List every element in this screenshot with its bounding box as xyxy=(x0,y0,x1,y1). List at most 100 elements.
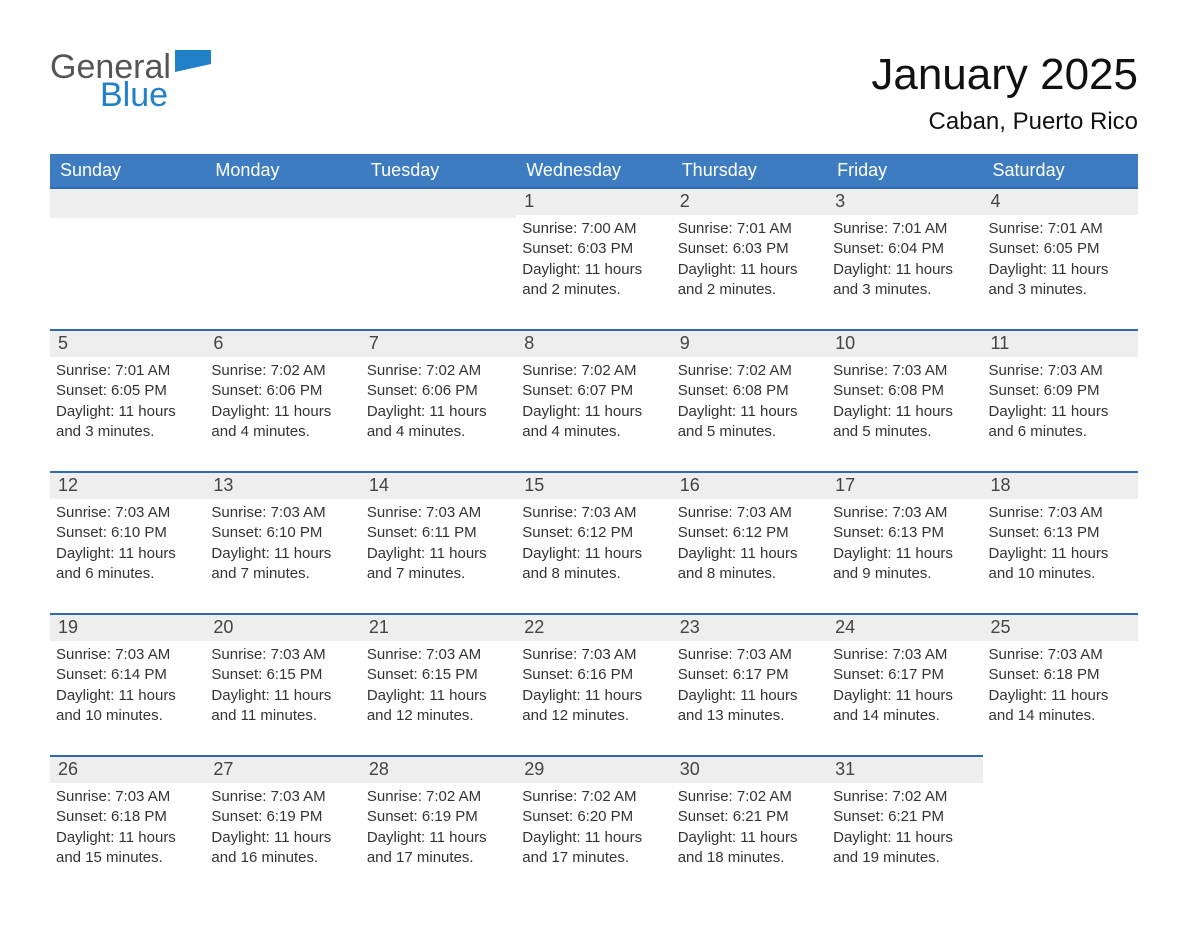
daylight-line: Daylight: 11 hours and 7 minutes. xyxy=(367,544,510,585)
sunrise-value: 7:02 AM xyxy=(737,788,792,805)
sunset-value: 6:17 PM xyxy=(733,666,789,683)
day-details: Sunrise: 7:03 AMSunset: 6:17 PMDaylight:… xyxy=(672,641,827,730)
sunset-value: 6:10 PM xyxy=(266,524,322,541)
sunrise-line: Sunrise: 7:03 AM xyxy=(833,503,976,523)
sunrise-line: Sunrise: 7:03 AM xyxy=(833,361,976,381)
sunrise-value: 7:03 AM xyxy=(115,646,170,663)
day-number: 3 xyxy=(827,189,982,215)
sunrise-label: Sunrise xyxy=(678,646,729,663)
sunset-value: 6:21 PM xyxy=(733,808,789,825)
daylight-line: Daylight: 11 hours and 19 minutes. xyxy=(833,828,976,869)
day-details: Sunrise: 7:00 AMSunset: 6:03 PMDaylight:… xyxy=(516,215,671,304)
sunrise-line: Sunrise: 7:02 AM xyxy=(367,787,510,807)
sunset-line: Sunset: 6:15 PM xyxy=(211,665,354,685)
day-cell-21: 21Sunrise: 7:03 AMSunset: 6:15 PMDayligh… xyxy=(361,614,516,756)
sunset-label: Sunset xyxy=(56,808,103,825)
sunrise-value: 7:03 AM xyxy=(271,646,326,663)
daylight-line: Daylight: 11 hours and 17 minutes. xyxy=(522,828,665,869)
day-details: Sunrise: 7:01 AMSunset: 6:04 PMDaylight:… xyxy=(827,215,982,304)
day-cell-13: 13Sunrise: 7:03 AMSunset: 6:10 PMDayligh… xyxy=(205,472,360,614)
day-details: Sunrise: 7:02 AMSunset: 6:06 PMDaylight:… xyxy=(361,357,516,446)
sunrise-value: 7:00 AM xyxy=(581,220,636,237)
calendar-row: 19Sunrise: 7:03 AMSunset: 6:14 PMDayligh… xyxy=(50,614,1138,756)
daylight-label: Daylight xyxy=(522,261,576,278)
daylight-label: Daylight xyxy=(833,545,887,562)
day-number-bar xyxy=(361,189,516,218)
daylight-label: Daylight xyxy=(678,545,732,562)
sunset-value: 6:12 PM xyxy=(577,524,633,541)
sunset-line: Sunset: 6:21 PM xyxy=(678,807,821,827)
day-details: Sunrise: 7:03 AMSunset: 6:10 PMDaylight:… xyxy=(50,499,205,588)
day-cell-10: 10Sunrise: 7:03 AMSunset: 6:08 PMDayligh… xyxy=(827,330,982,472)
daylight-label: Daylight xyxy=(56,829,110,846)
day-details: Sunrise: 7:01 AMSunset: 6:05 PMDaylight:… xyxy=(50,357,205,446)
sunrise-value: 7:03 AM xyxy=(271,504,326,521)
sunrise-line: Sunrise: 7:01 AM xyxy=(989,219,1132,239)
sunrise-value: 7:02 AM xyxy=(581,788,636,805)
day-cell-12: 12Sunrise: 7:03 AMSunset: 6:10 PMDayligh… xyxy=(50,472,205,614)
sunset-value: 6:13 PM xyxy=(888,524,944,541)
daylight-line: Daylight: 11 hours and 6 minutes. xyxy=(989,402,1132,443)
sunrise-value: 7:03 AM xyxy=(1048,646,1103,663)
day-details: Sunrise: 7:03 AMSunset: 6:10 PMDaylight:… xyxy=(205,499,360,588)
daylight-line: Daylight: 11 hours and 14 minutes. xyxy=(989,686,1132,727)
daylight-line: Daylight: 11 hours and 13 minutes. xyxy=(678,686,821,727)
sunrise-value: 7:01 AM xyxy=(1048,220,1103,237)
day-number: 17 xyxy=(827,473,982,499)
day-number: 10 xyxy=(827,331,982,357)
sunrise-label: Sunrise xyxy=(367,362,418,379)
day-number: 22 xyxy=(516,615,671,641)
sunrise-line: Sunrise: 7:03 AM xyxy=(56,787,199,807)
day-cell-20: 20Sunrise: 7:03 AMSunset: 6:15 PMDayligh… xyxy=(205,614,360,756)
day-details: Sunrise: 7:03 AMSunset: 6:15 PMDaylight:… xyxy=(205,641,360,730)
sunrise-value: 7:01 AM xyxy=(892,220,947,237)
sunrise-value: 7:03 AM xyxy=(737,504,792,521)
sunset-line: Sunset: 6:06 PM xyxy=(211,381,354,401)
daylight-label: Daylight xyxy=(367,545,421,562)
sunset-value: 6:03 PM xyxy=(733,240,789,257)
daylight-label: Daylight xyxy=(522,403,576,420)
sunrise-label: Sunrise xyxy=(833,220,884,237)
sunset-line: Sunset: 6:07 PM xyxy=(522,381,665,401)
sunset-value: 6:08 PM xyxy=(888,382,944,399)
sunset-value: 6:10 PM xyxy=(111,524,167,541)
calendar-row: 1Sunrise: 7:00 AMSunset: 6:03 PMDaylight… xyxy=(50,188,1138,330)
sunset-line: Sunset: 6:05 PM xyxy=(989,239,1132,259)
sunrise-value: 7:03 AM xyxy=(892,362,947,379)
sunrise-value: 7:02 AM xyxy=(892,788,947,805)
sunset-value: 6:16 PM xyxy=(577,666,633,683)
sunset-value: 6:21 PM xyxy=(888,808,944,825)
day-details: Sunrise: 7:03 AMSunset: 6:13 PMDaylight:… xyxy=(983,499,1138,588)
weekday-friday: Friday xyxy=(827,154,982,188)
sunset-label: Sunset xyxy=(367,382,414,399)
sunrise-line: Sunrise: 7:03 AM xyxy=(211,645,354,665)
sunset-label: Sunset xyxy=(833,808,880,825)
calendar-body: 1Sunrise: 7:00 AMSunset: 6:03 PMDaylight… xyxy=(50,188,1138,897)
day-number: 31 xyxy=(827,757,982,783)
daylight-line: Daylight: 11 hours and 5 minutes. xyxy=(678,402,821,443)
sunrise-value: 7:02 AM xyxy=(271,362,326,379)
calendar-page: General Blue January 2025 Caban, Puerto … xyxy=(0,0,1188,937)
sunset-value: 6:15 PM xyxy=(422,666,478,683)
day-number: 8 xyxy=(516,331,671,357)
daylight-line: Daylight: 11 hours and 12 minutes. xyxy=(522,686,665,727)
weekday-sunday: Sunday xyxy=(50,154,205,188)
sunset-line: Sunset: 6:19 PM xyxy=(367,807,510,827)
day-cell-27: 27Sunrise: 7:03 AMSunset: 6:19 PMDayligh… xyxy=(205,756,360,897)
day-cell-28: 28Sunrise: 7:02 AMSunset: 6:19 PMDayligh… xyxy=(361,756,516,897)
title-block: January 2025 Caban, Puerto Rico xyxy=(871,50,1138,136)
day-number: 24 xyxy=(827,615,982,641)
day-number: 16 xyxy=(672,473,827,499)
day-details: Sunrise: 7:02 AMSunset: 6:06 PMDaylight:… xyxy=(205,357,360,446)
sunset-value: 6:03 PM xyxy=(577,240,633,257)
daylight-label: Daylight xyxy=(211,403,265,420)
sunset-label: Sunset xyxy=(989,382,1036,399)
sunset-label: Sunset xyxy=(522,240,569,257)
sunrise-label: Sunrise xyxy=(989,504,1040,521)
day-details: Sunrise: 7:03 AMSunset: 6:09 PMDaylight:… xyxy=(983,357,1138,446)
day-number-bar xyxy=(50,189,205,218)
sunset-label: Sunset xyxy=(678,666,725,683)
daylight-line: Daylight: 11 hours and 8 minutes. xyxy=(522,544,665,585)
sunrise-label: Sunrise xyxy=(56,646,107,663)
day-number: 13 xyxy=(205,473,360,499)
